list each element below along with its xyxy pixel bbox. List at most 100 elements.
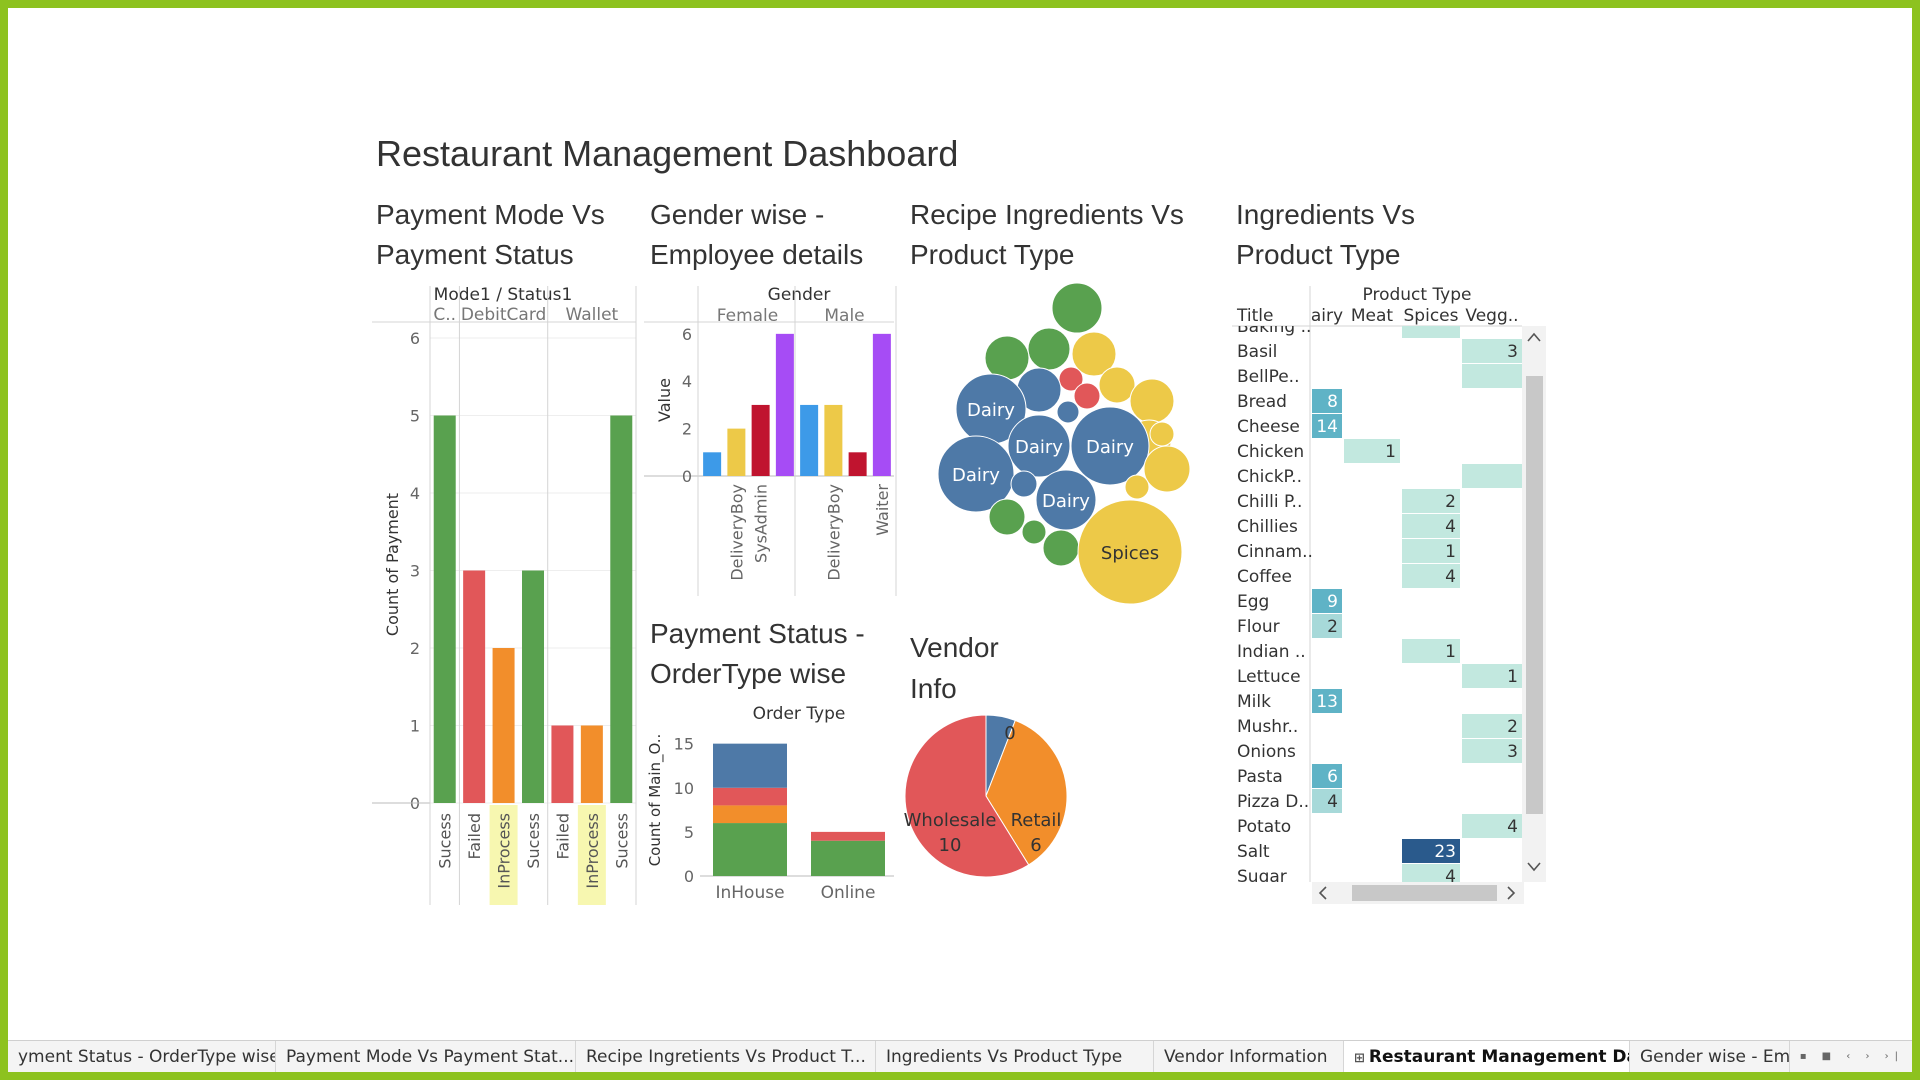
table-cell[interactable] — [1312, 589, 1342, 613]
stacked-bar-segment[interactable] — [713, 743, 787, 788]
table-cell[interactable] — [1312, 614, 1342, 638]
table-cell[interactable] — [1462, 664, 1522, 688]
bar-employee-count[interactable] — [848, 452, 867, 476]
table-cell[interactable] — [1462, 364, 1522, 388]
ingredient-bubble[interactable] — [1007, 414, 1071, 478]
cell-value: 23 — [1434, 842, 1456, 862]
ingredient-bubble[interactable] — [1129, 378, 1175, 424]
scroll-down-icon[interactable] — [1527, 862, 1541, 872]
table-cell[interactable] — [1462, 339, 1522, 363]
tab-payment-status-ordertype[interactable]: yment Status - OrderType wise — [8, 1041, 276, 1072]
tab-restaurant-dashboard[interactable]: ⊞ Restaurant Management Da... — [1344, 1041, 1630, 1072]
panel-recipe-ingredients[interactable]: Recipe Ingredients Vs Product Type Dairy… — [910, 199, 1191, 605]
bar-inprocess[interactable] — [492, 648, 515, 803]
table-cell[interactable] — [1312, 389, 1342, 413]
ingredient-bubble[interactable] — [1056, 400, 1080, 424]
y-tick-label: 2 — [682, 420, 692, 439]
tab-navigation-controls[interactable]: ▪ ■ ‹ › ›| — [1799, 1051, 1904, 1062]
ingredient-bubble[interactable] — [1021, 519, 1047, 545]
table-cell[interactable] — [1344, 439, 1400, 463]
tab-recipe-ingredients[interactable]: Recipe Ingretients Vs Product T... — [576, 1041, 876, 1072]
table-cell[interactable] — [1312, 764, 1342, 788]
bar-inprocess[interactable] — [580, 725, 603, 804]
table-cell[interactable] — [1402, 639, 1460, 663]
table-cell[interactable] — [1402, 864, 1460, 888]
bar-employee-count[interactable] — [727, 428, 746, 476]
ingredient-bubble[interactable] — [1027, 327, 1071, 371]
bar-failed[interactable] — [463, 570, 486, 804]
table-cell[interactable] — [1312, 414, 1342, 438]
ingredient-bubble[interactable] — [1010, 470, 1038, 498]
row-title: Flour — [1237, 617, 1280, 637]
tab-label: Recipe Ingretients Vs Product T... — [586, 1047, 866, 1067]
ingredient-bubble[interactable] — [1124, 474, 1150, 500]
table-horizontal-scrollbar[interactable] — [1312, 882, 1524, 904]
ingredient-bubble[interactable] — [1035, 469, 1097, 531]
ingredient-bubble[interactable] — [1070, 406, 1150, 486]
bar-sucess[interactable] — [433, 415, 456, 804]
table-cell[interactable] — [1312, 789, 1342, 813]
ingredient-bubble[interactable] — [1149, 421, 1175, 447]
x-tick-label: Sucess — [612, 813, 631, 869]
panel-gender-employee[interactable]: Gender wise - Employee details Gender Fe… — [644, 199, 897, 596]
ingredient-bubble[interactable] — [1071, 331, 1117, 377]
ingredient-bubble[interactable] — [937, 435, 1015, 513]
panel-payment-mode-status[interactable]: Payment Mode Vs Payment Status Mode1 / S… — [372, 199, 637, 905]
ingredient-bubble[interactable] — [1058, 366, 1084, 392]
pie-value-label: 6 — [1030, 835, 1041, 856]
panel-vendor-info[interactable]: Vendor Info 0 Retail 6 Wholesale 10 — [904, 632, 1068, 878]
ingredient-bubble[interactable] — [1077, 499, 1183, 605]
ingredient-bubble[interactable] — [1143, 445, 1191, 493]
panel-ingredients-product-type[interactable]: Ingredients Vs Product Type Product Type… — [1232, 199, 1546, 904]
stacked-bar-segment[interactable] — [713, 787, 787, 806]
bar-sucess[interactable] — [522, 570, 544, 804]
pie-slice[interactable] — [904, 714, 1030, 878]
tab-vendor-information[interactable]: Vendor Information — [1154, 1041, 1344, 1072]
stacked-bar-segment[interactable] — [713, 805, 787, 824]
cell-value: 2 — [1507, 717, 1518, 737]
ingredient-bubble[interactable] — [1073, 382, 1101, 410]
vertical-scroll-thumb[interactable] — [1526, 376, 1543, 814]
tab-ingredients-product-type[interactable]: Ingredients Vs Product Type — [876, 1041, 1154, 1072]
ingredient-bubble[interactable] — [984, 335, 1030, 381]
horizontal-scroll-thumb[interactable] — [1352, 885, 1497, 901]
table-cell[interactable] — [1402, 839, 1460, 863]
table-cell[interactable] — [1462, 814, 1522, 838]
table-cell[interactable] — [1462, 739, 1522, 763]
pie-slice[interactable] — [985, 719, 1068, 866]
tab-payment-mode-status[interactable]: Payment Mode Vs Payment Stat... — [276, 1041, 576, 1072]
ingredient-bubble[interactable] — [1051, 282, 1103, 334]
stacked-bar-segment[interactable] — [811, 840, 885, 876]
table-cell[interactable] — [1462, 464, 1522, 488]
tab-gender-employee[interactable]: Gender wise - Em — [1630, 1041, 1790, 1072]
table-cell[interactable] — [1402, 564, 1460, 588]
table-cell[interactable] — [1402, 489, 1460, 513]
bar-employee-count[interactable] — [703, 452, 722, 476]
table-cell[interactable] — [1462, 714, 1522, 738]
scroll-right-icon[interactable] — [1507, 886, 1516, 900]
ingredient-bubble[interactable] — [988, 498, 1026, 536]
x-tick-label: InProcess — [495, 813, 514, 889]
scroll-up-icon[interactable] — [1527, 332, 1541, 342]
bar-employee-count[interactable] — [800, 404, 819, 476]
table-cell[interactable] — [1402, 514, 1460, 538]
bar-employee-count[interactable] — [751, 404, 770, 476]
bar-employee-count[interactable] — [824, 404, 843, 476]
table-cell[interactable] — [1402, 539, 1460, 563]
ingredient-bubble[interactable] — [1042, 529, 1080, 567]
table-cell[interactable] — [1402, 314, 1460, 338]
stacked-bar-segment[interactable] — [811, 831, 885, 841]
y-tick-label: 4 — [682, 372, 692, 391]
row-title: Pizza D.. — [1237, 792, 1309, 812]
ingredient-bubble[interactable] — [1098, 366, 1136, 404]
stacked-bar-segment[interactable] — [713, 823, 787, 876]
bar-failed[interactable] — [551, 725, 574, 804]
table-cell[interactable] — [1312, 689, 1342, 713]
group-label: C.. — [433, 305, 456, 325]
panel-payment-status-ordertype[interactable]: Payment Status - OrderType wise Order Ty… — [646, 618, 894, 903]
bar-employee-count[interactable] — [872, 333, 891, 476]
table-vertical-scrollbar[interactable] — [1522, 326, 1546, 882]
bar-employee-count[interactable] — [775, 333, 794, 476]
scroll-left-icon[interactable] — [1318, 886, 1327, 900]
bar-sucess[interactable] — [610, 415, 633, 804]
